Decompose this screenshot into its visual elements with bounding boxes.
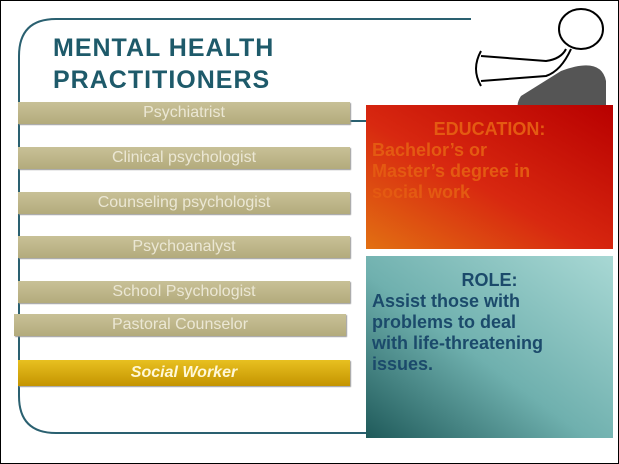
role-text: Assist those with	[366, 291, 613, 312]
practitioner-button[interactable]: Social Worker	[18, 360, 350, 386]
education-heading: EDUCATION:	[366, 119, 613, 140]
role-text: issues.	[366, 354, 613, 375]
practitioner-button[interactable]: Psychiatrist	[18, 102, 350, 124]
practitioner-button[interactable]: Psychoanalyst	[18, 236, 350, 258]
slide: MENTAL HEALTH PRACTITIONERS Psychiatrist…	[0, 0, 619, 464]
education-text: Master’s degree in	[366, 161, 613, 182]
practitioner-button[interactable]: School Psychologist	[18, 281, 350, 303]
title-line: MENTAL HEALTH	[53, 34, 274, 63]
title-line: PRACTITIONERS	[53, 66, 270, 95]
practitioner-button[interactable]: Pastoral Counselor	[14, 314, 346, 336]
role-heading: ROLE:	[366, 270, 613, 291]
practitioner-button[interactable]: Counseling psychologist	[18, 192, 350, 214]
role-text: with life-threatening	[366, 333, 613, 354]
education-text: Bachelor’s or	[366, 140, 613, 161]
practitioner-button[interactable]: Clinical psychologist	[18, 147, 350, 169]
role-text: problems to deal	[366, 312, 613, 333]
education-text: social work	[366, 182, 613, 203]
